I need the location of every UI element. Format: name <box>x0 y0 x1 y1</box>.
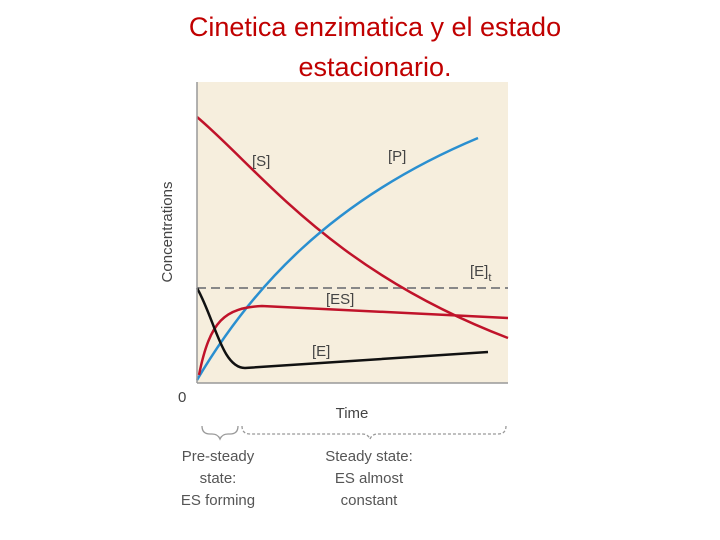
curve-label-sub: t <box>488 272 491 284</box>
phase-text: Steady state: <box>325 448 413 465</box>
phase-text: state: <box>200 470 237 487</box>
curve-label: [S] <box>252 153 270 170</box>
phase-text: constant <box>341 492 399 509</box>
es-curve <box>197 304 509 376</box>
curve-label: [ES] <box>326 291 354 308</box>
phase-text: Pre-steady <box>182 448 255 465</box>
s-curve <box>196 116 509 340</box>
figure: Concentrations [S] [P] [E]t [ES] [E] 0 T… <box>159 82 509 509</box>
x-axis-label: Time <box>336 405 369 422</box>
curve-label: [E]t <box>470 263 491 284</box>
title-line: estacionario. <box>298 52 451 82</box>
plot-background <box>197 82 508 383</box>
phase-text: ES almost <box>335 470 404 487</box>
brace <box>241 425 507 441</box>
y-axis-label: Concentrations <box>159 182 176 283</box>
origin-label: 0 <box>178 389 186 406</box>
title-line: Cinetica enzimatica y el estado <box>189 12 561 42</box>
curve-label: [E] <box>312 343 330 360</box>
curve-label: [P] <box>388 148 406 165</box>
brace <box>201 425 239 441</box>
phase-text: ES forming <box>181 492 255 509</box>
curve-label-main: [E] <box>470 263 488 280</box>
e-curve <box>195 287 489 370</box>
